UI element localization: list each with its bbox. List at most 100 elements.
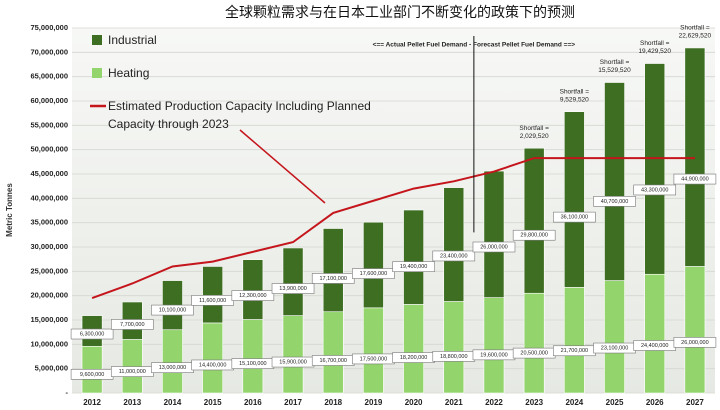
value-label-box bbox=[553, 211, 596, 223]
y-tick-label: 75,000,000 bbox=[30, 23, 68, 32]
x-tick-label: 2023 bbox=[525, 398, 543, 407]
capacity-line bbox=[91, 157, 695, 300]
x-tick-label: 2020 bbox=[405, 398, 423, 407]
legend-swatch bbox=[92, 68, 102, 78]
x-tick-label: 2015 bbox=[204, 398, 222, 407]
bar-segment bbox=[483, 297, 505, 394]
x-tick-label: 2016 bbox=[244, 398, 262, 407]
bar-segment bbox=[162, 329, 183, 394]
shortfall-prefix: Shortfall = bbox=[600, 59, 630, 66]
value-label-box bbox=[110, 319, 154, 330]
value-label: 19,600,000 bbox=[480, 352, 508, 358]
shortfall-label: 19,429,520 bbox=[638, 48, 671, 55]
value-label-box bbox=[432, 250, 476, 262]
shortfall-prefix: Shortfall = bbox=[680, 25, 710, 32]
legend-label: Estimated Production Capacity Including … bbox=[108, 99, 371, 131]
x-tick-label: 2014 bbox=[164, 398, 182, 407]
bar-segment bbox=[242, 259, 264, 320]
y-tick-label: 10,000,000 bbox=[30, 339, 68, 348]
x-tick-label: 2025 bbox=[606, 398, 624, 407]
value-label: 9,600,000 bbox=[80, 372, 104, 378]
value-label: 14,400,000 bbox=[199, 362, 227, 368]
x-tick-label: 2019 bbox=[365, 398, 383, 407]
value-label: 10,100,000 bbox=[159, 308, 187, 314]
y-tick-label: 70,000,000 bbox=[30, 47, 68, 56]
bar-segment bbox=[563, 111, 585, 288]
y-tick-label: 35,000,000 bbox=[30, 218, 68, 227]
x-tick-label: 2024 bbox=[565, 398, 583, 407]
value-label: 29,800,000 bbox=[520, 233, 548, 239]
bar-segment bbox=[443, 301, 465, 394]
legend-pointer bbox=[239, 129, 326, 204]
y-tick-label: 5,000,000 bbox=[35, 364, 68, 373]
value-label: 13,900,000 bbox=[279, 286, 307, 292]
value-label-box bbox=[151, 304, 194, 316]
x-tick-label: 2012 bbox=[83, 398, 101, 407]
bar-segment bbox=[604, 82, 625, 281]
value-label: 13,000,000 bbox=[159, 365, 187, 371]
value-label: 16,700,000 bbox=[319, 358, 347, 364]
y-tick-label: 15,000,000 bbox=[30, 315, 68, 324]
value-label: 43,300,000 bbox=[641, 187, 669, 193]
value-label-box bbox=[231, 290, 275, 301]
value-label-box bbox=[673, 337, 717, 348]
bar-segment bbox=[322, 228, 344, 313]
value-label: 23,100,000 bbox=[601, 345, 629, 351]
value-label-box bbox=[271, 283, 315, 294]
value-label: 20,500,000 bbox=[520, 351, 548, 357]
bar-segment bbox=[443, 187, 465, 302]
value-label: 36,100,000 bbox=[561, 215, 589, 221]
bar-segment bbox=[523, 292, 545, 394]
value-label: 26,000,000 bbox=[480, 244, 508, 250]
bar-segment bbox=[604, 280, 625, 394]
x-tick-label: 2018 bbox=[324, 398, 342, 407]
y-tick-label: 20,000,000 bbox=[30, 291, 68, 300]
y-tick-label: 50,000,000 bbox=[30, 145, 68, 154]
bar-segment bbox=[242, 319, 264, 394]
x-tick-label: 2013 bbox=[123, 398, 141, 407]
bar-segment bbox=[322, 311, 344, 394]
value-label: 17,100,000 bbox=[319, 276, 347, 282]
value-label: 15,900,000 bbox=[279, 360, 307, 366]
shortfall-label: 2,029,520 bbox=[520, 133, 549, 140]
y-tick-label: 40,000,000 bbox=[30, 193, 68, 202]
value-label-box bbox=[593, 196, 636, 207]
bar-segment bbox=[282, 315, 304, 394]
value-label: 17,600,000 bbox=[360, 271, 388, 277]
x-tick-label: 2026 bbox=[646, 398, 664, 407]
shortfall-label: 9,529,520 bbox=[560, 96, 589, 103]
bar-segment bbox=[282, 247, 304, 316]
value-label: 44,900,000 bbox=[681, 177, 709, 183]
value-label: 15,100,000 bbox=[239, 361, 267, 367]
value-label: 12,300,000 bbox=[239, 293, 267, 299]
y-tick-label: 25,000,000 bbox=[30, 266, 68, 275]
bar-segment bbox=[563, 287, 585, 394]
y-tick-label: 65,000,000 bbox=[30, 72, 68, 81]
value-label-box bbox=[70, 328, 114, 340]
shortfall-prefix: Shortfall = bbox=[640, 40, 670, 47]
value-label-box bbox=[673, 173, 717, 185]
value-label: 17,500,000 bbox=[360, 356, 388, 362]
value-label: 19,400,000 bbox=[400, 264, 428, 270]
value-label-box bbox=[633, 184, 677, 196]
chart-title: 全球颗粒需求与在日本工业部门不断变化的政策下的预测 bbox=[225, 4, 575, 21]
value-label: 18,800,000 bbox=[440, 354, 468, 360]
bar-segment bbox=[483, 170, 505, 298]
shortfall-label: 22,629,520 bbox=[679, 33, 712, 40]
x-tick-label: 2017 bbox=[284, 398, 302, 407]
value-label: 18,200,000 bbox=[400, 355, 428, 361]
bar-segment bbox=[363, 221, 384, 309]
divider-annotation: <== Actual Pellet Fuel Demand - Forecast… bbox=[373, 42, 576, 49]
y-tick-label: 45,000,000 bbox=[30, 169, 68, 178]
y-tick-label: 60,000,000 bbox=[30, 96, 68, 105]
value-label-box bbox=[472, 241, 516, 253]
shortfall-prefix: Shortfall = bbox=[560, 88, 590, 95]
bar-segment bbox=[121, 339, 143, 394]
y-tick-label: 30,000,000 bbox=[30, 242, 68, 251]
value-label: 24,400,000 bbox=[641, 343, 669, 349]
value-label: 6,300,000 bbox=[80, 331, 104, 337]
bar-segment bbox=[202, 266, 224, 324]
x-tick-label: 2027 bbox=[686, 398, 704, 407]
